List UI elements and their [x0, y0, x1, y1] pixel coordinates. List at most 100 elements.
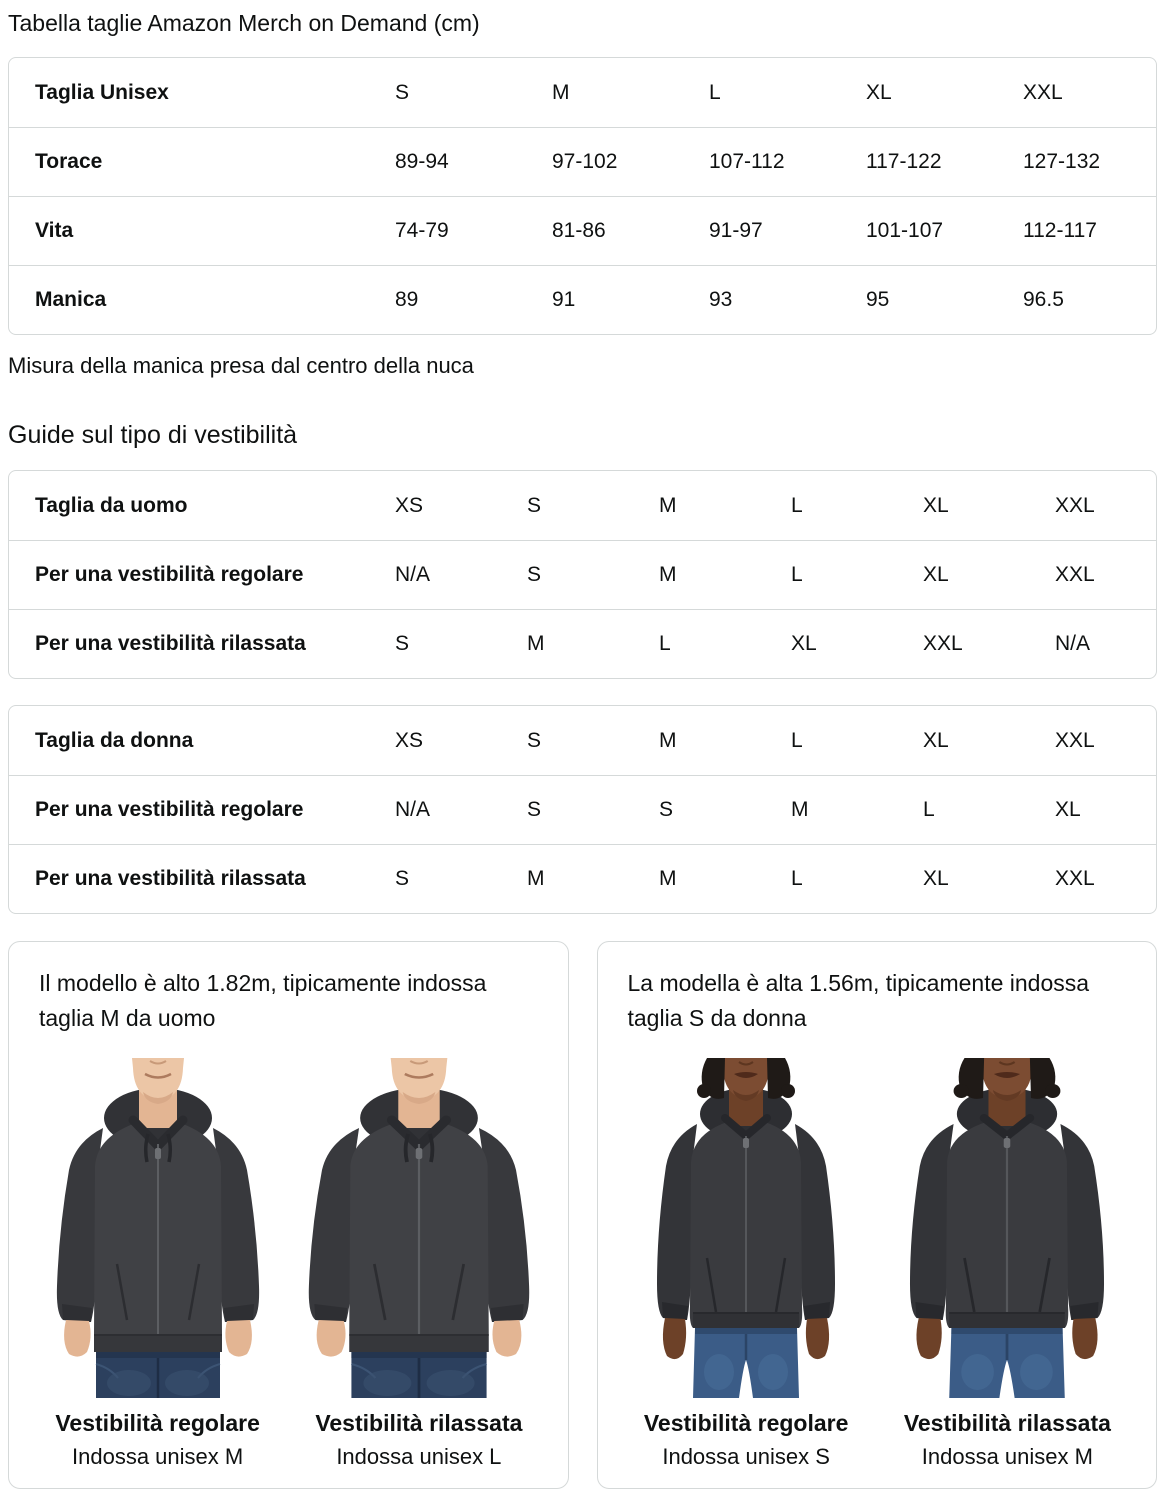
size-cell: S: [527, 728, 542, 752]
size-cell: XXL: [1055, 493, 1095, 517]
table-row: Vita 74-79 81-86 91-97 101-107 112-117: [9, 196, 1156, 265]
size-cell: XXL: [923, 632, 963, 655]
table-row: Per una vestibilità rilassata S M L XL X…: [9, 609, 1156, 678]
size-cell: N/A: [395, 563, 431, 586]
size-cell: XXL: [1055, 867, 1095, 890]
male-model-illustration: [288, 1056, 549, 1400]
fit-label: Vestibilità regolare: [643, 1410, 849, 1436]
size-cell: S: [395, 80, 410, 104]
size-cell: 96.5: [1023, 288, 1064, 311]
size-cell: XL: [923, 563, 949, 586]
male-model-description: Il modello è alto 1.82m, tipicamente ind…: [39, 970, 487, 1031]
table-row: Taglia da donna XS S M L XL XXL: [9, 706, 1156, 775]
male-figures: Vestibilità regolare Indossa unisex M Ve…: [27, 1048, 550, 1470]
size-cell: M: [527, 632, 545, 655]
row-label: Per una vestibilità regolare: [35, 798, 304, 821]
mens-fit-table: Taglia da uomo XS S M L XL XXL Per una v…: [8, 470, 1157, 679]
size-cell: M: [527, 867, 545, 890]
fit-label: Vestibilità rilassata: [903, 1410, 1111, 1436]
size-worn-label: Indossa unisex M: [921, 1444, 1093, 1469]
female-model-description: La modella è alta 1.56m, tipicamente ind…: [627, 970, 1090, 1031]
size-cell: M: [659, 867, 677, 890]
table-row: Taglia Unisex S M L XL XXL: [9, 58, 1156, 127]
size-cell: XL: [923, 493, 949, 517]
male-relaxed-figure: Vestibilità rilassata Indossa unisex L: [288, 1048, 549, 1470]
table-row: Per una vestibilità rilassata S M M L XL…: [9, 844, 1156, 913]
table-row: Torace 89-94 97-102 107-112 117-122 127-…: [9, 127, 1156, 196]
size-cell: 127-132: [1023, 150, 1101, 173]
size-cell: N/A: [1055, 632, 1091, 655]
size-cell: S: [395, 632, 410, 655]
size-cell: N/A: [395, 798, 431, 821]
row-label: Per una vestibilità rilassata: [35, 632, 306, 655]
size-worn-label: Indossa unisex S: [662, 1444, 830, 1469]
row-label: Vita: [35, 219, 74, 242]
unisex-size-table: Taglia Unisex S M L XL XXL Torace 89-94 …: [8, 57, 1157, 335]
female-model-illustration: [621, 1056, 871, 1400]
size-cell: XXL: [1055, 728, 1095, 752]
table-row: Taglia da uomo XS S M L XL XXL: [9, 471, 1156, 540]
size-cell: S: [527, 563, 542, 586]
fit-label: Vestibilità rilassata: [315, 1410, 523, 1436]
female-figures: Vestibilità regolare Indossa unisex S Ve…: [616, 1048, 1139, 1470]
female-regular-photo: [616, 1048, 877, 1400]
row-label: Torace: [35, 150, 103, 173]
size-cell: XXL: [1023, 80, 1063, 104]
womens-fit-table: Taglia da donna XS S M L XL XXL Per una …: [8, 705, 1157, 914]
row-label: Per una vestibilità regolare: [35, 563, 304, 586]
size-cell: XL: [791, 632, 817, 655]
male-regular-photo: [27, 1048, 288, 1400]
size-cell: 91: [552, 288, 576, 311]
male-model-illustration: [33, 1056, 283, 1400]
fit-label: Vestibilità regolare: [55, 1410, 260, 1436]
size-cell: 107-112: [709, 150, 785, 173]
size-cell: 117-122: [866, 150, 942, 173]
size-cell: XL: [923, 867, 949, 890]
row-label: Manica: [35, 288, 107, 311]
size-cell: XS: [395, 728, 424, 752]
row-label: Per una vestibilità rilassata: [35, 867, 306, 890]
female-regular-figure: Vestibilità regolare Indossa unisex S: [616, 1048, 877, 1470]
size-cell: M: [659, 493, 677, 517]
size-cell: L: [659, 632, 671, 655]
size-cell: L: [791, 493, 803, 517]
size-cell: 97-102: [552, 150, 618, 173]
size-cell: 89-94: [395, 150, 449, 173]
page-title: Tabella taglie Amazon Merch on Demand (c…: [8, 10, 480, 36]
female-relaxed-photo: [877, 1048, 1138, 1400]
size-cell: L: [709, 80, 721, 104]
size-cell: L: [791, 867, 803, 890]
female-model-illustration: [877, 1056, 1138, 1400]
table-row: Per una vestibilità regolare N/A S S M L…: [9, 775, 1156, 844]
size-cell: M: [552, 80, 570, 104]
size-worn-label: Indossa unisex M: [72, 1444, 244, 1469]
size-cell: 112-117: [1023, 219, 1097, 242]
size-worn-label: Indossa unisex L: [336, 1444, 502, 1469]
size-cell: M: [659, 563, 677, 586]
size-cell: L: [923, 798, 935, 821]
size-cell: 74-79: [395, 219, 449, 242]
size-cell: XL: [866, 80, 892, 104]
size-cell: 95: [866, 288, 890, 311]
size-cell: L: [791, 728, 803, 752]
size-cell: XS: [395, 493, 424, 517]
size-cell: S: [527, 493, 542, 517]
male-model-card: Il modello è alto 1.82m, tipicamente ind…: [8, 941, 569, 1489]
model-cards: Il modello è alto 1.82m, tipicamente ind…: [8, 941, 1157, 1489]
size-cell: 81-86: [552, 219, 606, 242]
female-model-card: La modella è alta 1.56m, tipicamente ind…: [596, 941, 1157, 1489]
fit-guide-heading: Guide sul tipo di vestibilità: [8, 421, 298, 449]
size-cell: S: [659, 798, 674, 821]
size-cell: M: [659, 728, 677, 752]
size-cell: S: [395, 867, 410, 890]
male-relaxed-photo: [288, 1048, 549, 1400]
size-cell: 89: [395, 288, 419, 311]
size-cell: XL: [1055, 798, 1081, 821]
male-regular-figure: Vestibilità regolare Indossa unisex M: [27, 1048, 288, 1470]
row-label: Taglia da donna: [35, 728, 194, 752]
size-cell: 91-97: [709, 219, 763, 242]
size-cell: 93: [709, 288, 733, 311]
size-cell: XXL: [1055, 563, 1095, 586]
size-cell: 101-107: [866, 219, 944, 242]
